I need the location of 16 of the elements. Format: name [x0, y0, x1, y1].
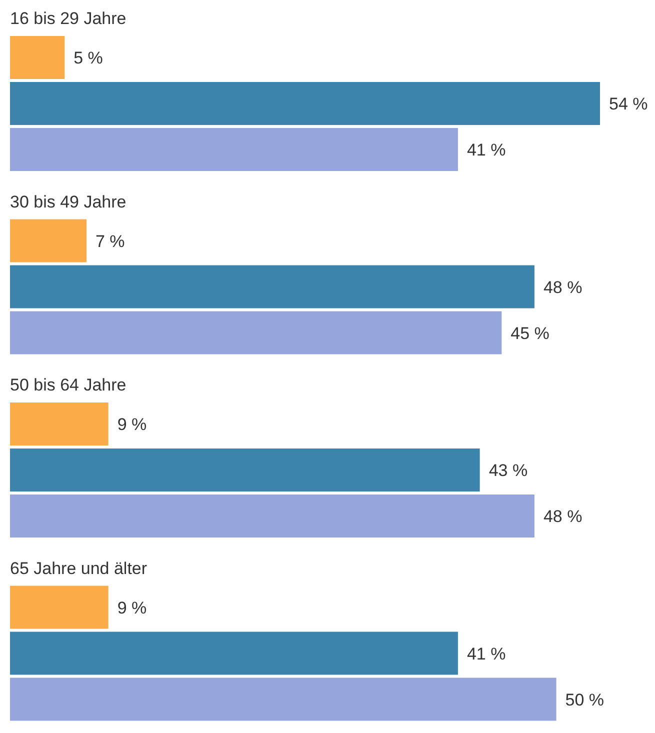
data-label: 41 % [466, 644, 506, 664]
y-tick-label: 50 bis 64 Jahre [10, 376, 126, 394]
data-label: 9 % [117, 415, 147, 434]
data-label: 5 % [74, 48, 103, 68]
data-label: 50 % [565, 690, 604, 710]
data-label: 45 % [510, 324, 550, 343]
data-label: 41 % [466, 140, 506, 160]
data-label: 7 % [95, 232, 125, 251]
data-label: 43 % [488, 461, 528, 480]
y-tick-label: 16 bis 29 Jahre [10, 9, 126, 28]
y-tick-label: 65 Jahre und älter [10, 558, 148, 578]
y-tick-label: 30 bis 49 Jahre [10, 192, 126, 212]
data-label: 54 % [609, 94, 648, 114]
data-label: 48 % [543, 278, 582, 297]
data-label: 9 % [117, 598, 147, 618]
data-label: 48 % [543, 507, 582, 526]
